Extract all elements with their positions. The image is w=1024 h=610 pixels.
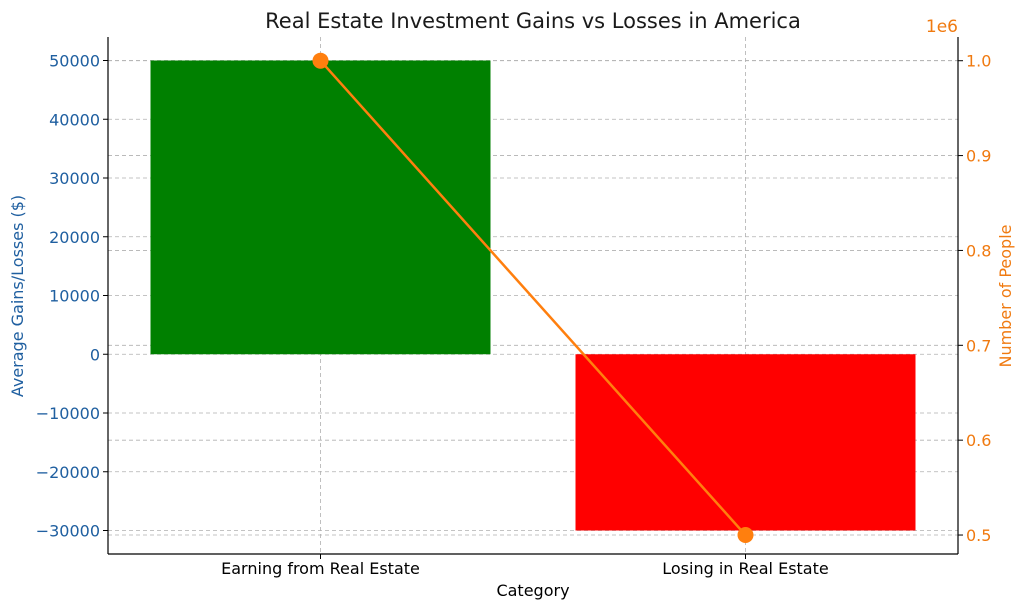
y2-tick-label-5: 1.0 [966, 52, 991, 71]
bar-0 [150, 60, 491, 355]
axes-layer: −30000 −20000 −10000 0 10000 20000 30000 40000 5… [36, 37, 991, 578]
x-axis-label: Category [496, 581, 569, 600]
bar-1 [575, 354, 916, 531]
y-tick-label-3: 0 [90, 345, 100, 364]
y2-offset-text: 1e6 [926, 17, 958, 37]
y-tick-label-2: −10000 [36, 404, 100, 423]
y2-tick-label-3: 0.8 [966, 241, 991, 260]
y2-axis-label: Number of People [996, 224, 1015, 367]
y-tick-label-4: 10000 [49, 287, 100, 306]
y2-tick-label-4: 0.9 [966, 147, 991, 166]
y-axis-label: Average Gains/Losses ($) [8, 195, 27, 397]
y2-tick-label-0: 0.5 [966, 526, 991, 545]
x-tick-label-1: Losing in Real Estate [662, 559, 828, 578]
y-tick-label-5: 20000 [49, 228, 100, 247]
x-tick-label-0: Earning from Real Estate [221, 559, 420, 578]
chart-title: Real Estate Investment Gains vs Losses i… [265, 9, 801, 33]
y2-tick-label-1: 0.6 [966, 431, 991, 450]
y-tick-label-0: −30000 [36, 522, 100, 541]
y-tick-label-6: 30000 [49, 169, 100, 188]
bars-layer [150, 60, 916, 531]
y2-tick-label-2: 0.7 [966, 336, 991, 355]
y-tick-label-7: 40000 [49, 110, 100, 129]
line-point-1 [737, 527, 754, 544]
line-layer [312, 52, 754, 544]
series-line [319, 59, 747, 536]
y-tick-label-8: 50000 [49, 52, 100, 71]
line-point-0 [312, 52, 329, 69]
y-tick-label-1: −20000 [36, 463, 100, 482]
